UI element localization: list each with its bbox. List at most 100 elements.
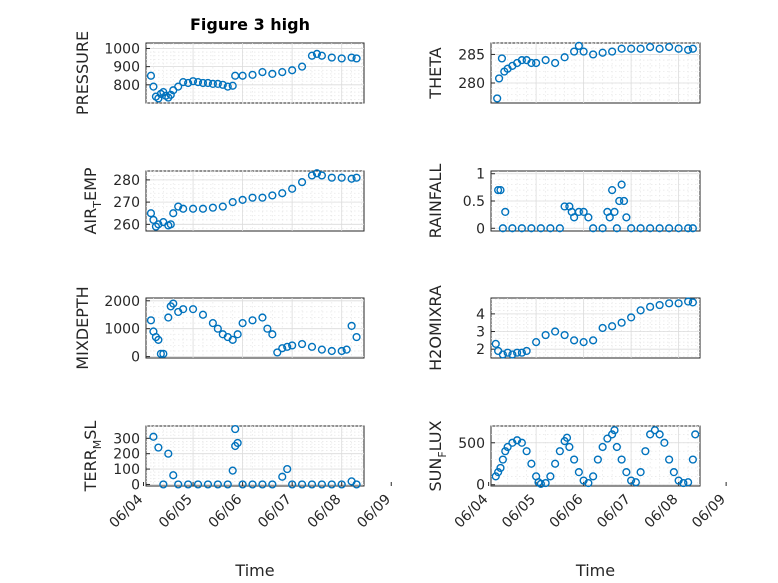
subplot-terr-msl-point (159, 480, 168, 489)
subplot-terr-msl-point (258, 480, 267, 489)
subplot-terr-msl-point (203, 480, 213, 489)
subplot-h2omixra-point (522, 346, 531, 356)
subplot-rainfall-point (655, 224, 664, 233)
subplot-terr-msl-point (174, 480, 183, 489)
subplot-air-temp-ylabel: AIRTEMP (81, 167, 104, 234)
subplot-pressure-ylabel: PRESSURE (73, 31, 92, 115)
subplot-air-temp-ytick-label: 280 (113, 173, 140, 189)
subplot-h2omixra-point (508, 350, 517, 359)
subplot-terr-msl-ytick-label: 0 (131, 477, 140, 493)
subplot-sun-flux-xlabel: Time (575, 561, 615, 580)
subplot-sun-flux-point (641, 447, 650, 456)
subplot-rainfall-ytick-label: 0 (476, 221, 485, 237)
subplot-terr-msl-xtick-label: 06/07 (255, 492, 295, 532)
subplot-sun-flux-series (491, 426, 700, 489)
subplot-sun-flux-point (546, 472, 555, 481)
subplot-air-temp-point (179, 204, 188, 213)
subplot-sun-flux-point (503, 442, 512, 452)
subplot-theta-point (655, 44, 664, 53)
subplot-air-temp-point (307, 171, 317, 180)
subplot-pressure-point (193, 77, 203, 87)
subplot-sun-flux-point (684, 478, 693, 487)
subplot-pressure-ytick-label: 1000 (104, 41, 140, 57)
subplot-terr-msl-ytick-label: 300 (113, 431, 140, 447)
subplot-pressure-point (208, 79, 217, 89)
subplot-mixdepth-point (273, 348, 282, 357)
subplot-pressure-point (307, 51, 317, 60)
subplot-mixdepth-point (156, 349, 165, 358)
subplot-theta-point (532, 58, 541, 68)
subplot-terr-msl-point (223, 480, 232, 489)
subplot-pressure: 800 900 1000 PRESSURE (73, 31, 365, 115)
subplot-mixdepth-axes (145, 297, 365, 359)
subplot-sun-flux-point (665, 455, 674, 464)
subplot-theta-point (589, 50, 598, 59)
subplot-air-temp-point (166, 220, 175, 229)
subplot-pressure-point (238, 71, 247, 80)
subplot-air-temp-point (327, 173, 336, 182)
subplot-rainfall-point (494, 185, 503, 195)
subplot-h2omixra-point (503, 348, 512, 357)
subplot-mixdepth-point (297, 339, 307, 349)
subplot-h2omixra-point (646, 302, 655, 311)
subplot-h2omixra-point (598, 323, 607, 333)
subplot-mixdepth-ytick-label: 2000 (104, 294, 140, 310)
subplot-sun-flux-point (598, 442, 607, 452)
subplot-terr-msl-ylabel: TERRMSL (81, 421, 104, 493)
subplot-air-temp-point (258, 193, 267, 202)
subplot-pressure-point (288, 66, 297, 75)
subplot-mixdepth-point (188, 305, 198, 314)
subplot-theta-point (541, 56, 550, 65)
subplot-terr-msl-point (164, 449, 173, 458)
subplot-rainfall-point (501, 207, 510, 217)
subplot-sun-flux-point (688, 455, 697, 464)
subplot-sun-flux-point (494, 468, 503, 477)
subplot-terr-msl-point (307, 480, 317, 489)
subplot-sun-flux-point (565, 442, 574, 452)
subplot-pressure-point (218, 80, 227, 89)
subplot-pressure-point (278, 67, 287, 77)
subplot-mixdepth-series (146, 299, 361, 358)
subplot-theta-point (517, 56, 526, 65)
subplot-sun-flux-xtick-label: 06/07 (594, 492, 634, 532)
subplot-sun-flux-point (627, 476, 636, 485)
subplot-theta-grid (491, 42, 700, 103)
subplot-h2omixra-series (491, 297, 697, 359)
subplot-mixdepth-point (327, 346, 336, 356)
subplot-h2omixra-ytick-label: 3 (476, 325, 485, 341)
subplot-rainfall-point (498, 224, 507, 233)
subplot-theta-point (608, 47, 617, 56)
subplot-mixdepth-point (317, 345, 326, 354)
subplot-rainfall-point (589, 224, 598, 233)
subplot-terr-msl-point (233, 438, 242, 448)
subplot-terr-msl-point (154, 443, 163, 452)
subplot-rainfall-series (494, 180, 697, 233)
subplot-mixdepth-point (208, 319, 217, 328)
subplot-sun-flux-point (498, 455, 507, 464)
subplot-sun-flux-point (584, 478, 593, 488)
subplot-theta-ytick-label: 280 (458, 76, 485, 92)
subplot-sun-flux-point (541, 478, 550, 488)
subplot-rainfall-point (646, 224, 655, 233)
subplot-terr-msl-point (283, 464, 292, 474)
subplot-sun-flux-point (650, 426, 659, 435)
subplot-sun-flux-point (522, 447, 531, 456)
subplot-air-temp-point (188, 204, 198, 213)
subplot-theta-point (493, 94, 502, 103)
subplot-air-temp-point (278, 189, 287, 198)
subplot-mixdepth-ylabel: MIXDEPTH (73, 286, 92, 369)
subplot-terr-msl-point (352, 480, 361, 489)
subplot-mixdepth-point (268, 330, 277, 339)
subplot-terr-msl-point (278, 472, 287, 481)
subplot-pressure-point (258, 67, 267, 77)
subplot-sun-flux-point (551, 459, 560, 468)
subplot-rainfall-point (496, 185, 505, 195)
figure-title: Figure 3 high (190, 15, 310, 34)
subplot-theta-point (527, 58, 536, 68)
subplot-mixdepth-ytick-label: 1000 (104, 322, 140, 338)
subplot-pressure-point (223, 82, 232, 91)
subplot-pressure-point (337, 54, 346, 63)
subplot-h2omixra-ytick-label: 2 (476, 342, 485, 358)
